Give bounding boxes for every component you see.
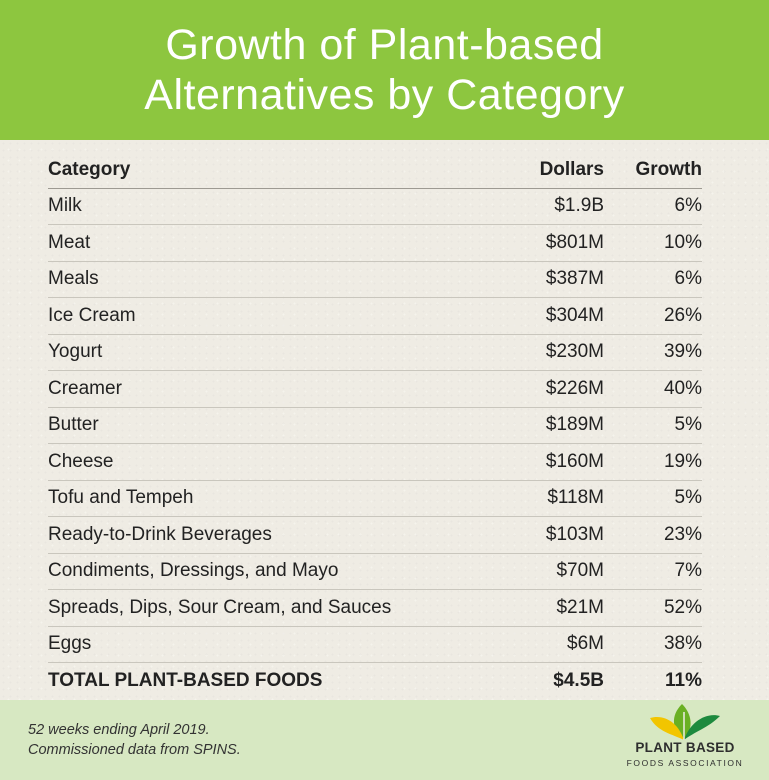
table-row: Ice Cream $304M 26% — [48, 297, 702, 335]
growth-cell: 40% — [604, 370, 702, 408]
dollars-cell: $160M — [510, 443, 604, 481]
growth-cell: 7% — [604, 553, 702, 590]
dollars-cell: $387M — [510, 261, 604, 298]
dollars-cell: $103M — [510, 516, 604, 554]
dollars-cell: $304M — [510, 297, 604, 335]
column-header-dollars: Dollars — [510, 152, 604, 189]
total-row: TOTAL PLANT-BASED FOODS $4.5B 11% — [48, 663, 702, 699]
growth-cell: 39% — [604, 334, 702, 371]
data-table: Category Dollars Growth Milk $1.9B 6% Meat $… — [48, 152, 702, 699]
growth-cell: 10% — [604, 224, 702, 262]
growth-cell: 38% — [604, 626, 702, 663]
table-row: Creamer $226M 40% — [48, 370, 702, 408]
table-header-row: Category Dollars Growth — [48, 152, 702, 189]
growth-cell: 26% — [604, 297, 702, 335]
dollars-cell: $189M — [510, 407, 604, 444]
dollars-cell: $118M — [510, 480, 604, 517]
dollars-cell: $6M — [510, 626, 604, 663]
association-logo: PLANT BASED FOODS ASSOCIATION — [610, 700, 760, 780]
growth-cell: 5% — [604, 480, 702, 517]
category-cell: Creamer — [48, 370, 510, 408]
category-cell: Tofu and Tempeh — [48, 480, 510, 517]
source-note-line-1: 52 weeks ending April 2019. — [28, 722, 210, 738]
table-row: Spreads, Dips, Sour Cream, and Sauces $21… — [48, 589, 702, 627]
logo-text-line-2: FOODS ASSOCIATION — [626, 758, 744, 768]
dollars-cell: $226M — [510, 370, 604, 408]
category-cell: Yogurt — [48, 334, 510, 371]
category-cell: TOTAL PLANT-BASED FOODS — [48, 669, 323, 691]
category-cell: Milk — [48, 188, 510, 225]
dollars-cell: $4.5B — [553, 669, 604, 691]
category-cell: Ice Cream — [48, 297, 510, 335]
growth-cell: 5% — [604, 407, 702, 444]
dollars-cell: $1.9B — [510, 188, 604, 225]
table-row: Butter $189M 5% — [48, 407, 702, 444]
dollars-cell: $230M — [510, 334, 604, 371]
category-cell: Meat — [48, 224, 510, 262]
table-row: Meat $801M 10% — [48, 224, 702, 262]
category-cell: Condiments, Dressings, and Mayo — [48, 553, 510, 590]
title-line-1: Growth of Plant-based — [165, 21, 604, 69]
table-row: Milk $1.9B 6% — [48, 188, 702, 225]
source-note-line-2: Commissioned data from SPINS. — [28, 742, 241, 758]
table-row: Yogurt $230M 39% — [48, 334, 702, 371]
dollars-cell: $801M — [510, 224, 604, 262]
growth-cell: 11% — [665, 669, 702, 691]
growth-cell: 6% — [604, 261, 702, 298]
table-row: Cheese $160M 19% — [48, 443, 702, 481]
category-cell: Cheese — [48, 443, 510, 481]
title-banner: Growth of Plant-based Alternatives by Ca… — [0, 0, 769, 140]
table-row: Tofu and Tempeh $118M 5% — [48, 480, 702, 517]
logo-text-line-1: PLANT BASED — [635, 740, 735, 755]
source-note: 52 weeks ending April 2019. Commissioned… — [28, 720, 241, 760]
category-cell: Eggs — [48, 626, 510, 663]
footer-band: 52 weeks ending April 2019. Commissioned… — [0, 700, 769, 780]
growth-cell: 6% — [604, 188, 702, 225]
category-cell: Butter — [48, 407, 510, 444]
category-cell: Spreads, Dips, Sour Cream, and Sauces — [48, 589, 510, 627]
table-row: Ready-to-Drink Beverages $103M 23% — [48, 516, 702, 554]
table-row: Meals $387M 6% — [48, 261, 702, 298]
dollars-cell: $21M — [510, 589, 604, 627]
dollars-cell: $70M — [510, 553, 604, 590]
growth-cell: 19% — [604, 443, 702, 481]
category-cell: Ready-to-Drink Beverages — [48, 516, 510, 554]
column-header-category: Category — [48, 152, 510, 189]
growth-cell: 23% — [604, 516, 702, 554]
leaf-icon — [650, 704, 720, 740]
table-row: Eggs $6M 38% — [48, 626, 702, 663]
column-header-growth: Growth — [604, 152, 702, 189]
title-line-2: Alternatives by Category — [144, 71, 625, 119]
category-cell: Meals — [48, 261, 510, 298]
growth-cell: 52% — [604, 589, 702, 627]
table-row: Condiments, Dressings, and Mayo $70M 7% — [48, 553, 702, 590]
